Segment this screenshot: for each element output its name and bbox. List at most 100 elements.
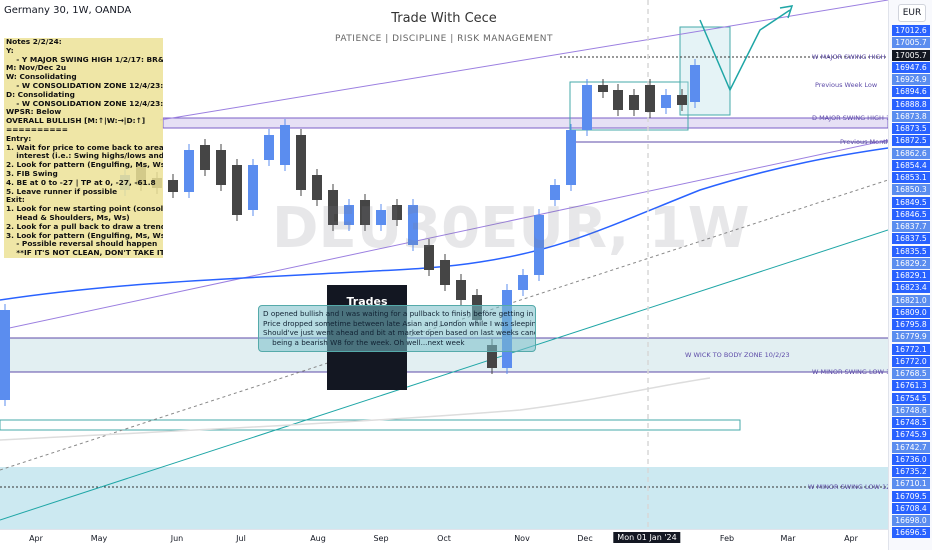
price-label: 16821.0	[892, 294, 930, 306]
annotation: Previous Week Low	[815, 81, 878, 89]
comment-box: D opened bullish and I was waiting for a…	[258, 305, 536, 352]
trend-line	[0, 229, 888, 521]
price-label: 16829.1	[892, 270, 930, 281]
candle-body	[184, 150, 194, 192]
annotation: W MINOR SWING LOW 12/19/22	[808, 483, 912, 491]
projection	[699, 9, 791, 92]
note-line: 3. Look for pattern (Engulfing, Ms, Ws, …	[6, 230, 163, 240]
time-label: Sep	[373, 534, 389, 543]
price-label: 17005.7	[892, 37, 930, 49]
price-label: 16853.1	[892, 172, 930, 183]
price-label: 16873.5	[892, 123, 930, 134]
comment-line: Should've just went ahead and bit at mar…	[263, 328, 536, 337]
price-label: 16708.4	[892, 502, 930, 514]
note-line: ==========	[6, 124, 68, 134]
candle-body	[598, 85, 608, 92]
price-label: 16754.5	[892, 392, 930, 404]
time-label: Jun	[170, 534, 184, 543]
price-label: 16735.2	[892, 466, 930, 477]
candle-body	[518, 275, 528, 290]
note-line: Notes 2/2/24:	[6, 38, 62, 46]
note-line: D: Consolidating	[6, 89, 75, 99]
price-label: 16947.6	[892, 61, 930, 73]
candle-body	[0, 310, 10, 400]
projection	[779, 5, 794, 19]
note-line: Y:	[6, 45, 14, 55]
price-label: 16894.6	[892, 86, 930, 98]
trend-line	[159, 0, 888, 121]
candle-body	[376, 210, 386, 225]
price-label: 16772.1	[892, 343, 930, 355]
price-label: 16872.5	[892, 135, 930, 147]
time-label: Feb	[719, 534, 735, 543]
trend-line	[0, 139, 888, 331]
note-line: Head & Shoulders, Ms, Ws)	[6, 212, 130, 222]
price-label: 16823.4	[892, 282, 930, 294]
candle-body	[312, 175, 322, 200]
moving-average	[0, 147, 888, 301]
note-line: - Possible reversal should happen	[6, 239, 158, 249]
price-label: 16837.5	[892, 233, 930, 245]
candle-body	[296, 135, 306, 190]
time-label: Oct	[437, 534, 451, 543]
candle-body	[344, 205, 354, 225]
price-label: 16709.5	[892, 490, 930, 502]
note-line: 4. BE at 0 to -27 | TP at 0, -27, -61.8	[6, 177, 156, 187]
price-label: 16835.5	[892, 245, 930, 257]
time-label: Jul	[236, 534, 246, 543]
note-line: OVERALL BULLISH [M:↑|W:→|D:↑]	[6, 116, 146, 126]
zone	[162, 117, 888, 129]
note-line: - Y MAJOR SWING HIGH 1/2/17: BR&C	[6, 54, 163, 64]
time-label: Mon 01 Jan '24	[613, 532, 681, 543]
candle-body	[216, 150, 226, 185]
price-label: 16748.5	[892, 417, 930, 428]
price-label: 16829.2	[892, 257, 930, 269]
price-label: 16748.6	[892, 404, 930, 416]
candle-body	[440, 260, 450, 285]
time-label: Aug	[310, 534, 326, 543]
annotation: Previous Month Low	[840, 138, 905, 146]
price-label: 16742.7	[892, 441, 930, 453]
note-line: Exit:	[6, 195, 25, 205]
price-label: 16795.8	[892, 319, 930, 330]
note-line: WPSR: Below	[6, 107, 62, 117]
price-label: 16698.0	[892, 515, 930, 526]
note-line: 1. Look for new starting point (consolid…	[6, 204, 163, 214]
price-label: 16779.9	[892, 331, 930, 343]
comment-line: Price dropped sometime between late Asia…	[263, 318, 536, 328]
currency-button[interactable]: EUR	[898, 4, 926, 22]
note-line: 5. Leave runner if possible	[6, 186, 118, 196]
subtitle: PATIENCE | DISCIPLINE | RISK MANAGEMENT	[335, 34, 553, 44]
note-line: - W CONSOLIDATION ZONE 12/4/23: Break	[16, 98, 163, 108]
annotation: W MINOR SWING LOW 10/2/23	[812, 368, 912, 376]
note-line: - W CONSOLIDATION ZONE 12/4/23: Break	[16, 80, 163, 90]
time-label: Apr	[844, 534, 858, 543]
candle-body	[232, 165, 242, 215]
price-label: 16772.0	[892, 355, 930, 367]
candle-body	[661, 95, 671, 108]
note-line: M: Nov/Dec 2u	[6, 63, 67, 73]
watermark: DEU30EUR, 1W	[272, 196, 750, 261]
candle-body	[360, 200, 370, 225]
price-label: 16846.5	[892, 208, 930, 220]
candle-body	[168, 180, 178, 192]
candle-body	[264, 135, 274, 160]
price-label: 16768.5	[892, 368, 930, 379]
price-label: 17012.6	[892, 25, 930, 36]
candle-body	[613, 90, 623, 110]
time-label: Mar	[780, 534, 796, 543]
time-label: Apr	[29, 534, 43, 543]
note-line: 1. Wait for price to come back to area o…	[6, 142, 163, 152]
time-label: Nov	[514, 534, 530, 543]
candle-body	[566, 130, 576, 185]
annotation: W WICK TO BODY ZONE 10/2/23	[685, 351, 790, 359]
candle-body	[550, 185, 560, 200]
price-label: 16736.0	[892, 453, 930, 465]
price-label: 16696.5	[892, 527, 930, 539]
candle-body	[328, 190, 338, 225]
candle-body	[629, 95, 639, 110]
notes: Notes 2/2/24: Y: - Y MAJOR SWING HIGH 1/2…	[4, 38, 163, 258]
price-label: 16849.5	[892, 196, 930, 208]
chart-canvas	[0, 0, 888, 529]
